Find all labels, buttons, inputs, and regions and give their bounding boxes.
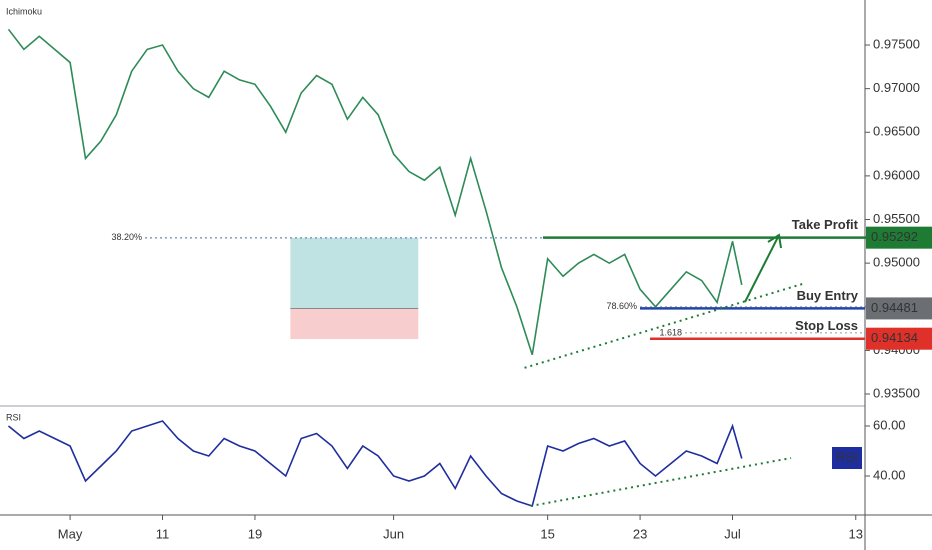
y-tick-label: 0.97000 <box>873 80 920 95</box>
price-badge <box>866 297 932 320</box>
price-badge <box>866 327 932 350</box>
price-badge-label: 0.94134 <box>871 330 918 345</box>
rsi-badge <box>832 447 862 469</box>
x-tick-label: 13 <box>849 526 863 541</box>
x-tick-label: 15 <box>540 526 554 541</box>
trend-line <box>530 457 792 507</box>
x-tick-label: Jul <box>724 526 741 541</box>
y-tick-label: 0.97500 <box>873 36 920 51</box>
x-tick-label: May <box>58 526 83 541</box>
y-tick-label: 40.00 <box>873 467 906 482</box>
profit-zone <box>290 237 419 309</box>
price-badge-label: 0.95292 <box>871 229 918 244</box>
level-label: Buy Entry <box>797 288 859 303</box>
y-tick-label: 60.00 <box>873 417 906 432</box>
y-tick-label: 0.96500 <box>873 124 920 139</box>
y-tick-label: 0.95500 <box>873 211 920 226</box>
loss-zone <box>290 308 419 340</box>
y-tick-label: 0.93500 <box>873 385 920 400</box>
price-badge-label: 0.94481 <box>871 300 918 315</box>
forecast-arrow <box>744 236 779 303</box>
price-badge <box>866 226 932 249</box>
y-tick-label: 0.95000 <box>873 255 920 270</box>
series-line <box>7 420 743 508</box>
level-label: Take Profit <box>792 217 859 232</box>
rsi-badge-label: RSI <box>836 449 858 464</box>
x-tick-label: 11 <box>156 526 170 541</box>
fib-label: 78.60% <box>606 301 637 311</box>
rsi-label: RSI <box>6 412 21 422</box>
fib-label: 1.618 <box>659 327 682 337</box>
indicator-label: Ichimoku <box>6 6 42 16</box>
level-label: Stop Loss <box>795 318 858 333</box>
trend-line <box>524 282 806 369</box>
x-tick-label: Jun <box>383 526 404 541</box>
series-line <box>7 28 743 355</box>
x-tick-label: 23 <box>633 526 647 541</box>
x-tick-label: 19 <box>248 526 262 541</box>
forecast-arrow-head <box>767 233 782 249</box>
fib-label: 38.20% <box>111 232 142 242</box>
y-tick-label: 0.96000 <box>873 167 920 182</box>
